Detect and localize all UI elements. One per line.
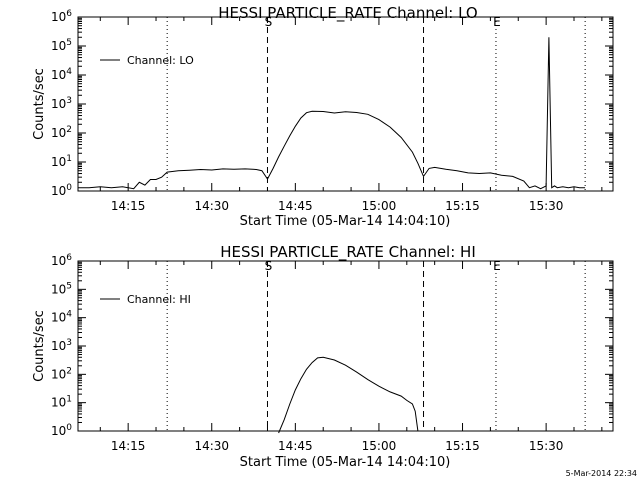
panel-hi-ytick-label-5: 105: [51, 281, 72, 296]
panel-hi-y-axis-label: Counts/sec: [32, 310, 47, 382]
panel-hi-frame: [77, 260, 614, 432]
panel-hi-legend: Channel: HI: [100, 293, 191, 306]
panel-lo-xtick-label-1: 14:30: [194, 199, 229, 213]
panel-lo-series-line: [78, 37, 586, 190]
panel-lo-frame: [77, 16, 614, 192]
panel-lo-xtick-label-5: 15:30: [529, 199, 564, 213]
panel-lo-x-ticks: 14:15 14:30 14:45 15:00 15:15 15:30: [99, 17, 603, 213]
panel-hi-xtick-label-0: 14:15: [111, 439, 146, 453]
panel-hi-y-ticks: 100 101 102 103 104 105 106: [51, 253, 613, 438]
panel-lo-y-ticks: 100 101 102 103 104 105 106: [51, 9, 613, 198]
panel-lo-ytick-label-4: 104: [51, 67, 72, 82]
panel-hi-ytick-label-4: 104: [51, 310, 72, 325]
panel-hi-xtick-label-1: 14:30: [194, 439, 229, 453]
panel-lo-ytick-label-0: 100: [51, 183, 72, 198]
panel-hi-ytick-label-1: 101: [51, 395, 72, 410]
panel-lo-xtick-label-0: 14:15: [111, 199, 146, 213]
panel-lo-xtick-label-4: 15:15: [445, 199, 480, 213]
panel-hi-xtick-label-3: 15:00: [362, 439, 397, 453]
panel-lo-legend-label: Channel: LO: [127, 54, 194, 67]
panel-lo-ytick-label-3: 103: [51, 96, 72, 111]
panel-hi-ytick-label-0: 100: [51, 423, 72, 438]
panel-hi-marker-label-1: S: [265, 259, 273, 273]
panel-hi-xtick-label-4: 15:15: [445, 439, 480, 453]
panel-lo-marker-label-3: E: [493, 15, 501, 29]
panel-hi-series-line: [278, 356, 419, 434]
panel-lo-legend: Channel: LO: [100, 54, 194, 67]
panel-hi-legend-label: Channel: HI: [127, 293, 191, 306]
panel-lo-ytick-label-5: 105: [51, 38, 72, 53]
panel-hi-x-axis-label: Start Time (05-Mar-14 14:04:10): [240, 455, 451, 470]
panel-lo-title: HESSI PARTICLE_RATE Channel: LO: [218, 4, 477, 23]
panel-hi-xtick-label-5: 15:30: [529, 439, 564, 453]
panel-hi-ytick-label-2: 102: [51, 366, 72, 381]
panel-hi-marker-label-3: E: [493, 259, 501, 273]
panel-lo-x-axis-label: Start Time (05-Mar-14 14:04:10): [240, 214, 451, 229]
panel-lo-xtick-label-2: 14:45: [278, 199, 313, 213]
panel-lo-ytick-label-6: 106: [51, 9, 72, 24]
panel-hi-xtick-label-2: 14:45: [278, 439, 313, 453]
panel-lo-marker-label-1: S: [265, 15, 273, 29]
panel-hi-x-ticks: 14:15 14:30 14:45 15:00 15:15 15:30: [99, 261, 603, 453]
panel-lo-ytick-label-2: 102: [51, 125, 72, 140]
panel-hi-ytick-label-6: 106: [51, 253, 72, 268]
panel-lo-xtick-label-3: 15:00: [362, 199, 397, 213]
panel-lo-y-axis-label: Counts/sec: [32, 68, 47, 140]
panel-lo-ytick-label-1: 101: [51, 154, 72, 169]
timestamp-label: 5-Mar-2014 22:34: [566, 469, 637, 478]
panel-hi-title: HESSI PARTICLE_RATE Channel: HI: [220, 243, 476, 262]
panel-hi-ytick-label-3: 103: [51, 338, 72, 353]
